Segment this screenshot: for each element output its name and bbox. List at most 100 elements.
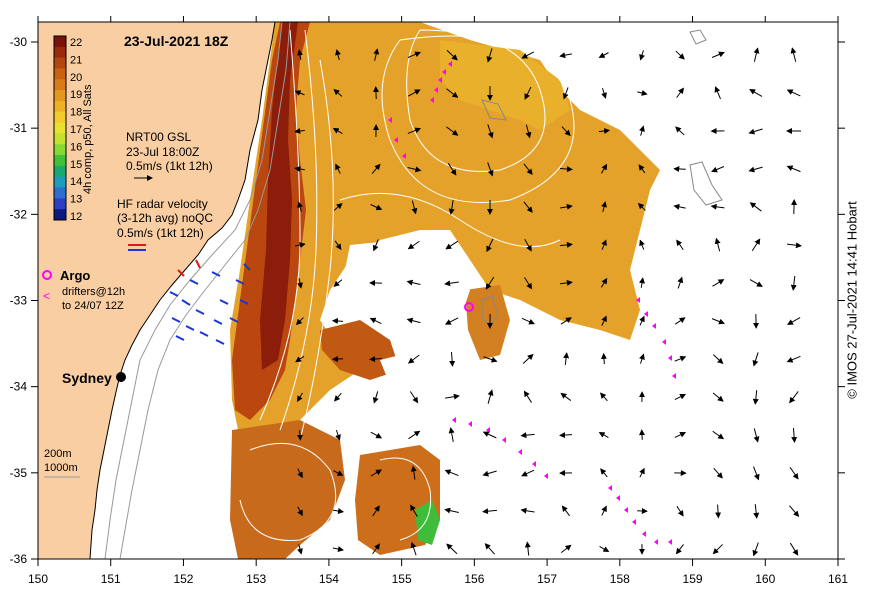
current-arrow — [332, 546, 344, 552]
current-vectors — [294, 47, 802, 557]
drifter-marker — [442, 69, 446, 75]
current-arrow — [749, 89, 763, 97]
lon-tick-label: 158 — [610, 572, 630, 586]
current-arrow — [559, 52, 572, 59]
drifter-marker — [448, 61, 452, 67]
current-arrow — [484, 543, 496, 555]
legend-gsl-line3: 0.5m/s (1kt 12h) — [126, 159, 213, 173]
current-arrow — [373, 48, 380, 61]
current-arrow — [752, 352, 759, 367]
current-arrow — [332, 508, 345, 514]
current-arrow — [715, 504, 722, 519]
lon-tick-label: 150 — [28, 572, 48, 586]
current-arrow — [600, 392, 608, 402]
current-arrow — [676, 87, 684, 98]
current-arrow — [749, 202, 762, 212]
current-arrow — [639, 353, 645, 364]
drifter-marker — [632, 519, 636, 525]
current-arrow — [333, 203, 343, 211]
drifter-tracks — [388, 61, 676, 545]
current-arrow — [372, 239, 379, 252]
drifter-marker — [662, 339, 666, 345]
current-arrow — [787, 317, 801, 325]
seamount-contour — [481, 99, 507, 121]
current-arrow — [483, 356, 498, 363]
current-arrow — [638, 164, 646, 174]
current-arrow — [485, 276, 495, 290]
current-arrow — [714, 86, 721, 100]
current-arrow — [523, 163, 533, 175]
lon-tick-label: 155 — [392, 572, 412, 586]
current-arrow — [406, 317, 421, 324]
current-arrow — [449, 352, 456, 367]
current-arrow — [559, 432, 572, 439]
current-arrow — [487, 389, 494, 404]
current-arrow — [791, 427, 798, 443]
current-arrow — [335, 49, 341, 61]
current-arrow — [482, 431, 497, 439]
lat-tick-label: -34 — [10, 380, 28, 394]
drifter-marker — [668, 539, 672, 545]
lat-tick-label: -30 — [10, 35, 28, 49]
island-lord-howe — [481, 295, 499, 326]
current-arrow — [560, 241, 573, 248]
current-arrow — [639, 239, 645, 250]
lon-tick-label: 160 — [755, 572, 775, 586]
current-arrow — [711, 318, 725, 325]
current-arrow — [372, 543, 380, 555]
current-arrow — [749, 279, 763, 287]
current-arrow — [523, 390, 532, 403]
lon-tick-label: 152 — [173, 572, 193, 586]
colorbar-tick: 13 — [70, 194, 82, 206]
current-arrow — [522, 353, 534, 364]
current-arrow — [599, 546, 610, 553]
drifter-marker — [636, 297, 640, 303]
legend-radar-line3: 0.5m/s (1kt 12h) — [117, 226, 204, 240]
current-arrow — [297, 201, 303, 212]
current-arrow — [748, 166, 763, 173]
legend-gsl-line2: 23-Jul 18:00Z — [126, 145, 199, 159]
drifter-marker — [430, 97, 434, 103]
colorbar-swatch — [54, 133, 66, 145]
current-arrow — [487, 162, 494, 177]
depth-1000m — [119, 22, 291, 559]
current-arrow — [296, 392, 303, 402]
current-arrow — [789, 466, 799, 480]
current-arrow — [524, 86, 532, 100]
current-arrow — [789, 505, 800, 518]
drifter-marker — [434, 87, 438, 93]
x-axis-ticks: 150 151 152 153 154 155 156 157 158 159 160 161 — [28, 16, 848, 586]
drifter-marker — [452, 417, 456, 423]
current-arrow — [676, 505, 684, 517]
current-arrow — [297, 278, 303, 289]
current-arrow — [294, 128, 305, 134]
city-label: Sydney — [62, 370, 112, 386]
hf-radar-vectors — [169, 263, 251, 345]
current-arrow — [369, 317, 382, 324]
drifter-marker — [544, 473, 548, 479]
current-arrow — [752, 542, 759, 557]
colorbar-swatch — [54, 144, 66, 156]
drifter-marker — [672, 373, 676, 379]
current-arrow — [753, 428, 760, 443]
legend-drifters-line2: to 24/07 12Z — [62, 300, 124, 312]
current-arrow — [753, 504, 760, 519]
lon-tick-label: 154 — [319, 572, 339, 586]
map-frame — [37, 21, 839, 560]
current-arrow — [674, 393, 687, 401]
current-arrow — [521, 51, 535, 59]
colorbar-swatch — [54, 100, 66, 113]
current-arrow — [371, 163, 381, 174]
hf-radar-red — [177, 259, 201, 277]
current-arrow — [712, 430, 725, 440]
colorbar-tick: 17 — [70, 124, 82, 136]
current-arrow — [675, 544, 684, 555]
lat-tick-label: -32 — [10, 207, 28, 221]
current-arrow — [560, 279, 573, 286]
current-arrow — [600, 163, 608, 174]
current-arrow — [445, 240, 459, 250]
current-arrow — [446, 543, 458, 555]
drifter-marker — [532, 461, 536, 467]
current-arrow — [335, 430, 341, 441]
current-arrow — [601, 505, 607, 516]
